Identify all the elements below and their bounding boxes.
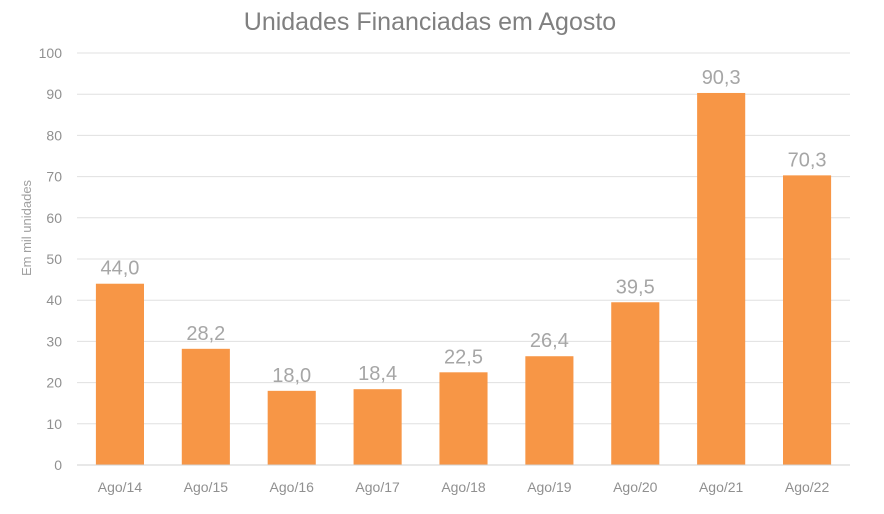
data-label: 39,5 <box>616 276 655 298</box>
data-label: 70,3 <box>788 149 827 171</box>
bar <box>697 92 746 466</box>
x-tick-label: Ago/19 <box>527 479 572 495</box>
y-tick-label: 10 <box>46 416 62 432</box>
y-tick-label: 30 <box>46 333 62 349</box>
data-label: 22,5 <box>444 346 483 368</box>
data-labels: 44,0 28,2 18,0 18,4 22,5 26,4 39,5 90,3 70,3 <box>100 67 826 387</box>
y-tick-label: 20 <box>46 375 62 391</box>
bar <box>525 356 574 465</box>
bar <box>783 175 832 465</box>
data-label: 90,3 <box>702 67 741 89</box>
y-tick-label: 50 <box>46 251 62 267</box>
x-tick-label: Ago/17 <box>355 479 400 495</box>
bar <box>353 389 402 465</box>
data-label: 18,4 <box>358 363 397 385</box>
x-tick-label: Ago/16 <box>270 479 315 495</box>
bar <box>95 283 144 465</box>
data-label: 18,0 <box>272 365 311 387</box>
bar <box>181 348 230 465</box>
y-axis-ticks: 0 10 20 30 40 50 60 70 80 90 100 <box>39 45 63 473</box>
y-tick-label: 70 <box>46 169 62 185</box>
y-tick-label: 80 <box>46 127 62 143</box>
bar <box>611 302 660 465</box>
x-tick-label: Ago/20 <box>613 479 658 495</box>
bar <box>439 372 488 465</box>
bar <box>267 390 316 465</box>
data-label: 44,0 <box>100 258 139 280</box>
y-tick-label: 90 <box>46 86 62 102</box>
x-tick-label: Ago/15 <box>184 479 229 495</box>
x-tick-label: Ago/14 <box>98 479 143 495</box>
data-label: 28,2 <box>186 323 225 345</box>
y-axis-label: Em mil unidades <box>19 179 34 276</box>
x-axis-ticks: Ago/14 Ago/15 Ago/16 Ago/17 Ago/18 Ago/19 Ago/… <box>98 479 830 495</box>
y-tick-label: 100 <box>39 45 63 61</box>
bars <box>95 92 832 466</box>
x-tick-label: Ago/22 <box>785 479 830 495</box>
y-tick-label: 0 <box>54 457 62 473</box>
y-tick-label: 60 <box>46 210 62 226</box>
chart-title: Unidades Financiadas em Agosto <box>244 8 616 36</box>
x-tick-label: Ago/18 <box>441 479 486 495</box>
y-tick-label: 40 <box>46 292 62 308</box>
data-label: 26,4 <box>530 330 569 352</box>
x-tick-label: Ago/21 <box>699 479 744 495</box>
